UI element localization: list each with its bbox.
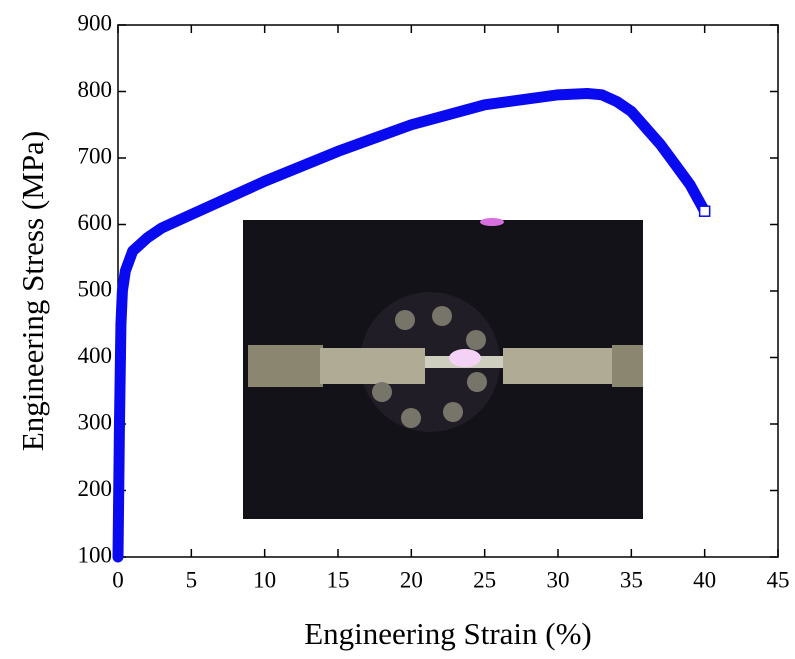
y-tick-label: 800: [78, 77, 113, 102]
x-tick-label: 40: [693, 567, 716, 592]
x-tick-label: 45: [767, 567, 790, 592]
inset-photo: [243, 218, 643, 519]
y-tick-label: 200: [78, 476, 113, 501]
y-tick-label: 400: [78, 343, 113, 368]
y-tick-label: 500: [78, 276, 113, 301]
end-marker: [698, 205, 711, 217]
x-tick-label: 5: [186, 567, 198, 592]
y-tick-label: 900: [78, 10, 113, 35]
stress-strain-curve: [112, 87, 711, 563]
x-tick-label: 30: [547, 567, 570, 592]
x-tick-label: 10: [253, 567, 276, 592]
x-tick-label: 20: [400, 567, 423, 592]
y-tick-label: 600: [78, 210, 113, 235]
y-tick-label: 300: [78, 409, 113, 434]
y-tick-label: 100: [78, 542, 113, 567]
y-axis-label: Engineering Stress (MPa): [15, 131, 50, 451]
x-tick-label: 15: [327, 567, 350, 592]
x-tick-label: 0: [112, 567, 124, 592]
x-tick-label: 25: [473, 567, 496, 592]
x-axis-label: Engineering Strain (%): [304, 616, 592, 651]
x-tick-label: 35: [620, 567, 643, 592]
y-tick-label: 700: [78, 143, 113, 168]
